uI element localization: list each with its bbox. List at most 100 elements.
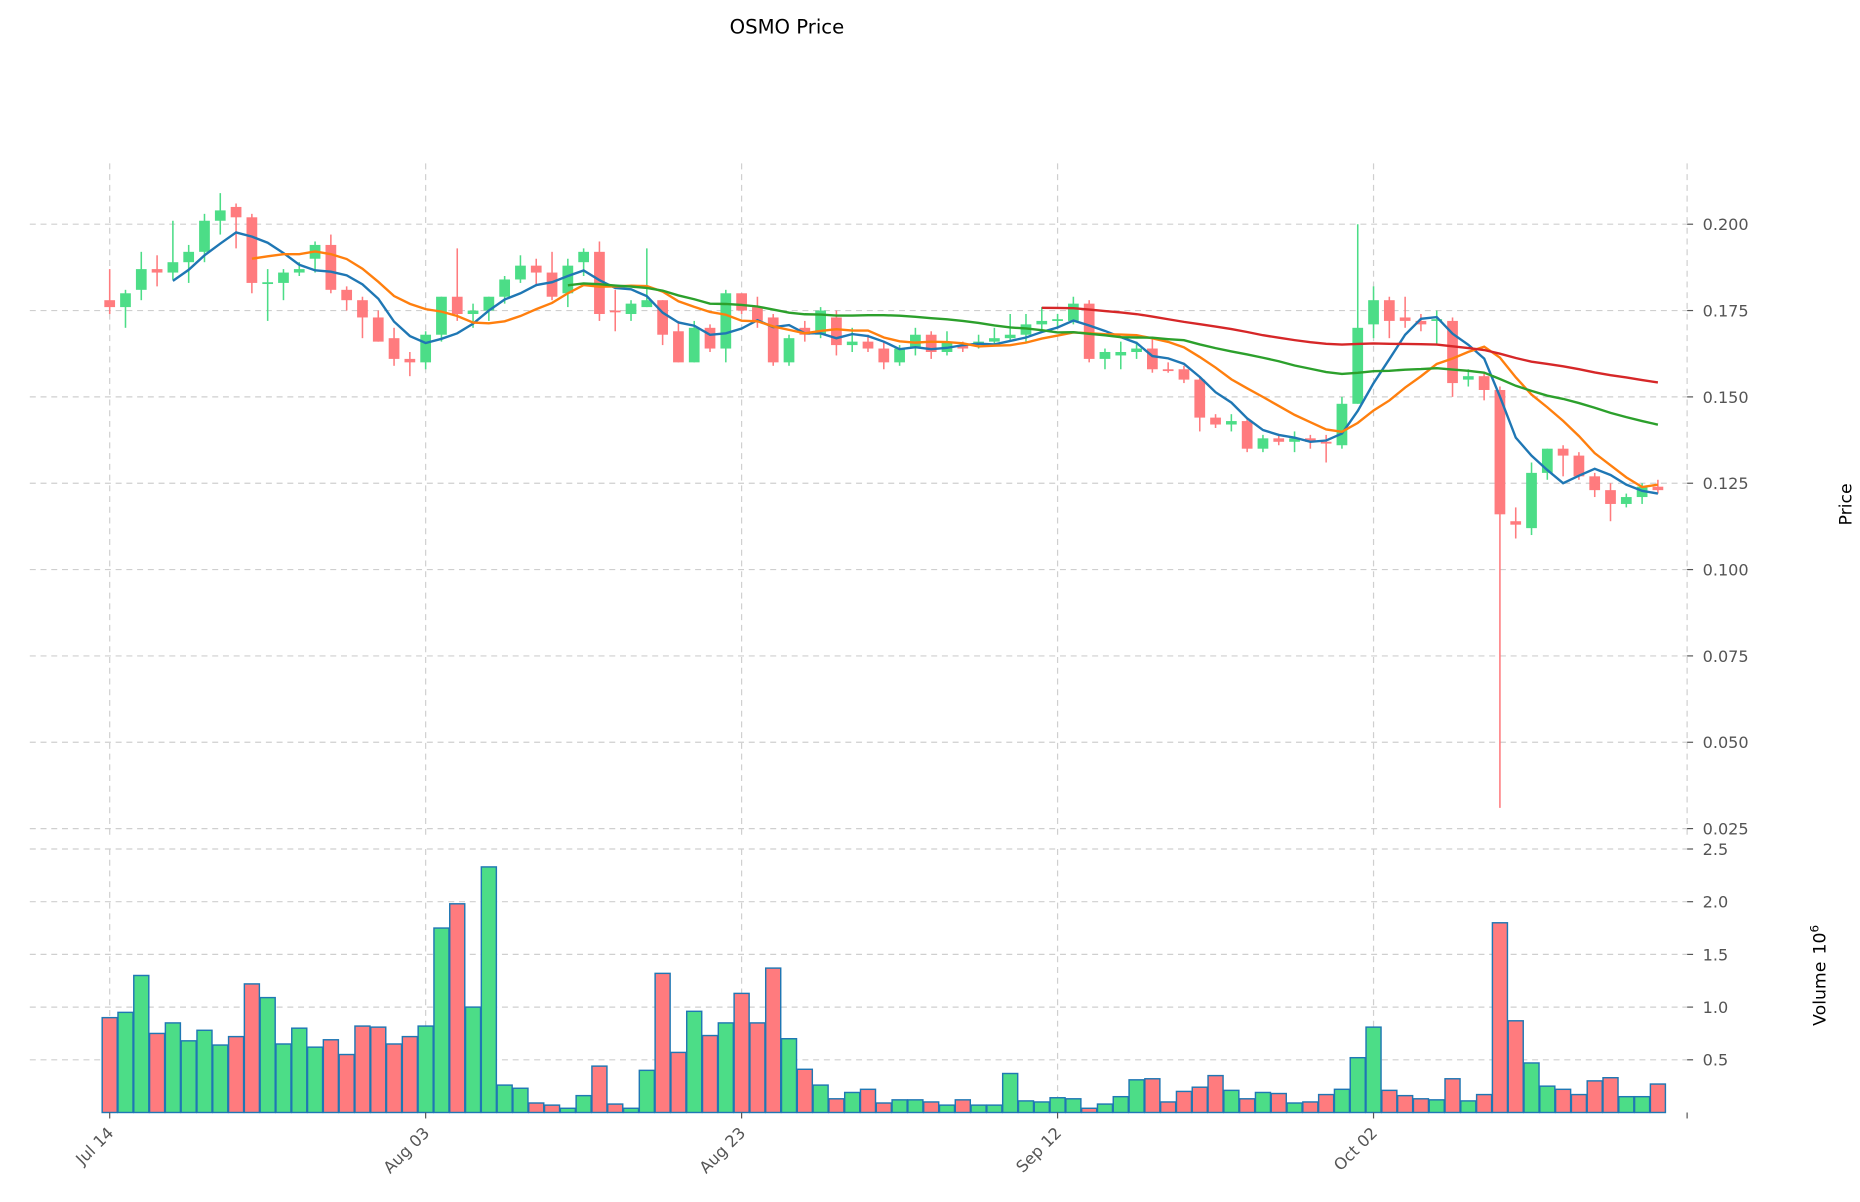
candle-body [1036,320,1048,325]
candle-body [1131,348,1142,352]
volume-bar [733,992,750,1114]
candle-body [862,341,874,349]
candle-body [752,307,763,321]
volume-bar [812,1084,829,1114]
candle-body [1620,497,1632,504]
candle-body [262,282,274,285]
volume-bar [559,1107,577,1114]
volume-bar [1586,1080,1603,1114]
volume-bar [417,1025,434,1114]
candle-body [657,300,668,335]
volume-bar [1175,1090,1193,1114]
candle-body [1557,448,1569,456]
candle-body [767,317,779,363]
candle-body [562,265,574,294]
volume-bar [1223,1089,1240,1114]
candle-body [530,265,542,273]
candle-body [1194,379,1206,418]
volume-bar [1270,1092,1287,1114]
volume-tick-label: 0.5 [1703,1051,1729,1070]
volume-bar [938,1104,956,1114]
volume-bar [480,866,498,1114]
volume-bar [1412,1098,1430,1114]
chart-title: OSMO Price [730,15,845,38]
volume-bar [638,1069,656,1114]
volume-bar [1444,1078,1461,1114]
volume-bar [1507,1020,1524,1114]
candle-body [515,265,526,280]
candle-body [293,269,305,273]
candle-body [925,334,937,352]
date-tick-label: Jul 14 [71,1123,117,1169]
candle-body [641,300,653,308]
volume-bar [385,1043,403,1114]
volume-bar [180,1040,197,1114]
candle-body [1178,369,1190,380]
candle-body [436,296,447,335]
volume-bar [922,1101,940,1114]
candle-body [799,327,811,335]
sma-10-line [251,250,1659,489]
candle-body [1478,376,1490,390]
candle-body [783,338,795,363]
volume-bar [1365,1026,1382,1114]
volume-bar [607,1103,624,1114]
volume-bar [796,1068,814,1114]
candle-body [1257,438,1269,449]
volume-bar [1317,1093,1335,1114]
candle-body [1225,421,1237,425]
candle-body [878,348,890,363]
volume-bar [1191,1086,1208,1114]
volume-bar [685,1010,703,1114]
volume-bar [1381,1089,1398,1114]
volume-bar [717,1022,735,1114]
volume-bar [1602,1077,1619,1114]
volume-bar [843,1091,861,1114]
candle-body [357,300,368,318]
candle-body [1415,320,1427,325]
volume-bar [1539,1085,1556,1114]
volume-bar [891,1099,908,1114]
price-tick-label: 0.050 [1703,733,1749,752]
volume-tick-label: 1.5 [1703,945,1729,964]
price-tick-label: 0.175 [1703,302,1749,321]
candle-body [230,206,242,218]
candle-body [388,338,400,359]
date-tick-label: Aug 03 [380,1123,434,1177]
candle-body [688,327,700,363]
sma-30-line [567,282,1659,426]
volume-bar [622,1107,640,1114]
volume-exponent-base: 10 [1810,932,1830,954]
volume-bar [196,1029,213,1114]
candlesticks [104,193,1664,808]
volume-bar [1554,1088,1572,1114]
candle-body [831,317,842,346]
candle-body [1573,455,1585,477]
volume-bar [370,1026,387,1114]
volume-bar [986,1104,1003,1114]
candle-body [1652,486,1664,491]
candle-body [451,296,463,315]
volume-bar [1254,1091,1272,1114]
volume-bar [1159,1101,1177,1114]
grid-lines [29,163,1688,1113]
volume-bar [907,1099,924,1114]
volume-bar [1349,1056,1366,1114]
volume-bar [148,1032,166,1114]
candle-body [594,251,605,315]
volume-bar [1286,1102,1303,1114]
candle-body [1083,303,1095,359]
candle-body [673,331,684,363]
candle-body [625,303,637,315]
volume-bar [1033,1101,1051,1114]
candle-body [404,358,416,363]
candle-body [815,310,826,335]
candle-body [199,220,210,252]
volume-bar [1396,1094,1414,1114]
candle-body [1320,441,1332,444]
volume-bar [117,1011,134,1114]
price-axis-label: Price [1837,483,1857,525]
volume-bar [133,974,150,1114]
volume-bar [859,1088,877,1114]
candle-body [372,317,384,342]
